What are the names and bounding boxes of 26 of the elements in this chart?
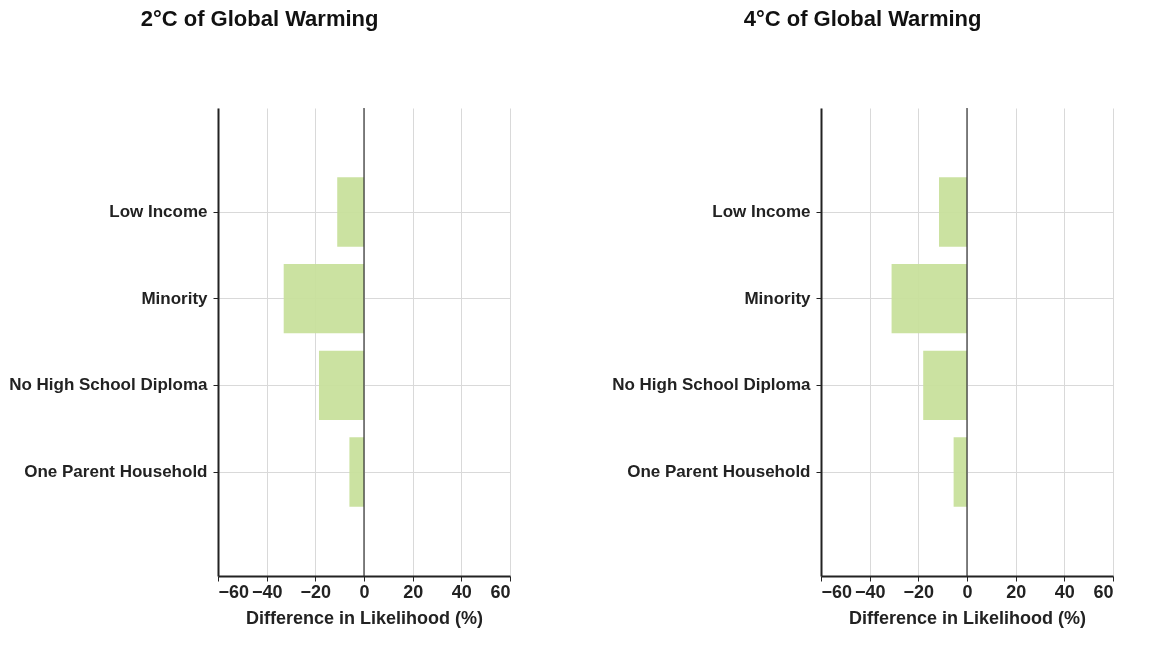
x-tick-label: 20 bbox=[403, 581, 424, 602]
x-tick-label: −60 bbox=[821, 581, 853, 602]
x-tick-label: −20 bbox=[903, 581, 935, 602]
y-tick-label: Minority bbox=[744, 288, 812, 308]
x-tick-label: 60 bbox=[1093, 581, 1114, 602]
x-axis-title: Difference in Likelihood (%) bbox=[848, 607, 1087, 628]
x-tick-label: −40 bbox=[854, 581, 886, 602]
x-tick-label: 40 bbox=[1054, 581, 1075, 602]
y-tick-label: Minority bbox=[141, 288, 209, 308]
y-tick-label: No High School Diploma bbox=[9, 375, 209, 395]
x-axis-title: Difference in Likelihood (%) bbox=[245, 607, 484, 628]
y-tick-label: One Parent Household bbox=[627, 462, 811, 481]
x-tick-label: −20 bbox=[300, 581, 332, 602]
x-tick-label: 20 bbox=[1006, 581, 1027, 602]
y-tick-label: No High School Diploma bbox=[612, 375, 812, 395]
x-tick-label: 40 bbox=[451, 581, 472, 602]
chart-title: 2°C of Global Warming bbox=[140, 6, 379, 32]
x-tick-label: 0 bbox=[359, 581, 370, 602]
x-tick-label: 60 bbox=[490, 581, 511, 602]
x-tick-label: −60 bbox=[218, 581, 250, 602]
y-tick-label: Low Income bbox=[109, 202, 208, 221]
x-tick-label: 0 bbox=[962, 581, 973, 602]
y-tick-label: Low Income bbox=[712, 202, 811, 221]
y-tick-label: One Parent Household bbox=[24, 462, 208, 481]
chart-title: 4°C of Global Warming bbox=[743, 6, 982, 32]
x-tick-label: −40 bbox=[251, 581, 283, 602]
